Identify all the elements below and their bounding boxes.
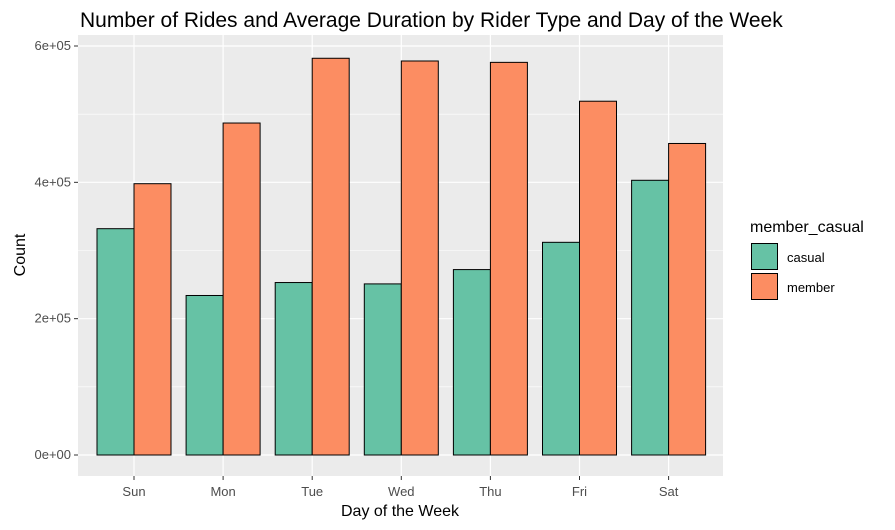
y-tick-label: 0e+00 bbox=[34, 447, 71, 462]
bar-casual-sun bbox=[96, 228, 135, 456]
bar-member-thu bbox=[489, 61, 528, 456]
x-tick-label: Thu bbox=[479, 484, 501, 499]
bar-casual-tue bbox=[274, 282, 313, 456]
bar-casual-sat bbox=[631, 179, 670, 456]
bar-member-tue bbox=[311, 57, 350, 456]
chart-title: Number of Rides and Average Duration by … bbox=[80, 9, 783, 32]
legend-label-member: member bbox=[787, 280, 835, 295]
bar-casual-wed bbox=[363, 283, 402, 456]
bar-member-sat bbox=[668, 142, 707, 456]
x-tick-label: Wed bbox=[388, 484, 415, 499]
bar-member-mon bbox=[222, 122, 261, 456]
bar-casual-mon bbox=[185, 294, 224, 456]
x-tick-label: Fri bbox=[572, 484, 587, 499]
y-tick-label: 4e+05 bbox=[34, 174, 71, 189]
y-axis-title: Count bbox=[12, 233, 29, 276]
bar-casual-fri bbox=[542, 241, 580, 456]
bar-member-fri bbox=[579, 100, 617, 456]
y-tick-label: 2e+05 bbox=[34, 311, 71, 326]
legend-label-casual: casual bbox=[787, 250, 825, 265]
bar-member-wed bbox=[400, 60, 439, 456]
x-tick-label: Sat bbox=[659, 484, 679, 499]
y-axis: 0e+00 2e+05 4e+05 6e+05 bbox=[34, 38, 78, 462]
legend: member_casual casual member bbox=[750, 219, 864, 300]
legend-key-member bbox=[751, 273, 778, 300]
x-tick-label: Sun bbox=[122, 484, 145, 499]
bar-casual-thu bbox=[452, 269, 491, 456]
y-tick-label: 6e+05 bbox=[34, 38, 71, 53]
bar-member-sun bbox=[133, 183, 172, 456]
x-axis: Sun Mon Tue Wed Thu Fri Sat bbox=[122, 476, 679, 499]
bars bbox=[96, 57, 707, 456]
legend-title: member_casual bbox=[750, 219, 864, 236]
x-axis-title: Day of the Week bbox=[341, 503, 460, 520]
x-tick-label: Mon bbox=[210, 484, 235, 499]
x-tick-label: Tue bbox=[301, 484, 323, 499]
legend-key-casual bbox=[751, 243, 778, 270]
